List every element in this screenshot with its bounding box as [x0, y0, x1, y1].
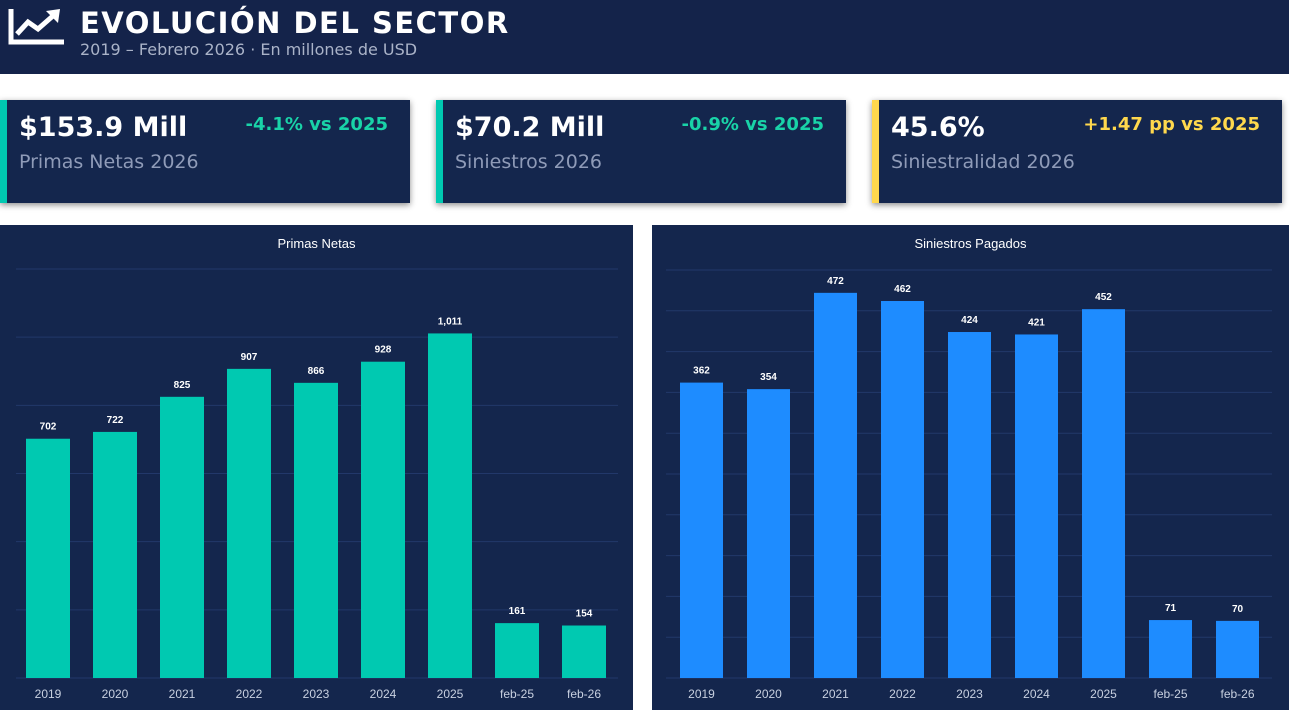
bar-value-label: 362 [693, 366, 710, 377]
kpi-accent-bar [872, 100, 879, 203]
bar-value-label: 452 [1095, 292, 1112, 303]
bar-2021 [160, 396, 204, 678]
bar-2025 [428, 333, 472, 678]
bar-2021 [814, 292, 857, 678]
bar-value-label: 866 [308, 366, 325, 377]
x-tick-label: 2019 [35, 687, 62, 701]
chart-title: Siniestros Pagados [914, 236, 1027, 251]
x-tick-label: 2025 [1090, 687, 1117, 701]
x-tick-label: 2022 [236, 687, 263, 701]
bar-feb-26 [1216, 620, 1259, 678]
bar-2019 [26, 438, 70, 678]
x-tick-label: 2019 [688, 687, 715, 701]
x-tick-label: 2025 [437, 687, 464, 701]
bar-value-label: 421 [1028, 317, 1045, 328]
x-tick-label: feb-25 [500, 687, 534, 701]
kpi-delta: +1.47 pp vs 2025 [1083, 114, 1260, 135]
x-tick-label: 2024 [1023, 687, 1050, 701]
bar-2019 [680, 382, 723, 678]
chart-siniestros-pagados: Siniestros Pagados 362 2019 354 2020 472 2021 4… [652, 225, 1289, 710]
bar-2024 [1015, 334, 1058, 678]
bar-2020 [747, 389, 790, 678]
bar-value-label: 472 [827, 276, 844, 287]
bar-value-label: 825 [174, 380, 191, 391]
bar-value-label: 354 [760, 372, 777, 383]
bar-value-label: 424 [961, 315, 978, 326]
kpi-card-siniestralidad: 45.6% Siniestralidad 2026 +1.47 pp vs 20… [872, 100, 1282, 203]
bar-value-label: 928 [375, 345, 392, 356]
kpi-accent-bar [436, 100, 443, 203]
x-tick-label: 2022 [889, 687, 916, 701]
bar-value-label: 161 [509, 606, 526, 617]
kpi-card-siniestros: $70.2 Mill Siniestros 2026 -0.9% vs 2025 [436, 100, 846, 203]
x-tick-label: 2023 [956, 687, 983, 701]
bar-2023 [294, 382, 338, 678]
kpi-label: Siniestros 2026 [455, 151, 603, 173]
chart-primas-netas: Primas Netas 702 2019 722 2020 825 2021 907 2022… [0, 225, 633, 710]
bar-2022 [227, 368, 271, 678]
page-title: EVOLUCIÓN DEL SECTOR [80, 6, 510, 40]
bar-value-label: 907 [241, 352, 258, 363]
bar-2020 [93, 431, 137, 678]
x-tick-label: 2024 [370, 687, 397, 701]
kpi-label: Primas Netas 2026 [19, 151, 199, 173]
kpi-value: 45.6% [891, 112, 985, 143]
bar-feb-25 [495, 623, 539, 678]
x-tick-label: feb-25 [1153, 687, 1187, 701]
bar-2024 [361, 361, 405, 678]
kpi-accent-bar [0, 100, 7, 203]
bar-value-label: 154 [576, 609, 593, 620]
kpi-card-primas: $153.9 Mill Primas Netas 2026 -4.1% vs 2… [0, 100, 410, 203]
bar-2023 [948, 332, 991, 678]
bar-value-label: 71 [1165, 603, 1177, 614]
bar-value-label: 70 [1232, 604, 1244, 615]
kpi-delta: -0.9% vs 2025 [681, 114, 824, 135]
x-tick-label: 2020 [755, 687, 782, 701]
siniestros-pagados-chart-svg: Siniestros Pagados 362 2019 354 2020 472 2021 4… [666, 236, 1272, 701]
bar-value-label: 702 [40, 422, 57, 433]
x-tick-label: 2021 [822, 687, 849, 701]
x-tick-label: feb-26 [1220, 687, 1254, 701]
kpi-label: Siniestralidad 2026 [891, 151, 1075, 173]
x-tick-label: 2021 [169, 687, 196, 701]
kpi-delta: -4.1% vs 2025 [245, 114, 388, 135]
bar-2022 [881, 301, 924, 678]
kpi-value: $70.2 Mill [455, 112, 605, 143]
trend-chart-icon [8, 9, 64, 45]
chart-title: Primas Netas [277, 236, 356, 251]
bar-value-label: 462 [894, 284, 911, 295]
kpi-value: $153.9 Mill [19, 112, 188, 143]
bar-feb-26 [562, 625, 606, 678]
x-tick-label: 2023 [303, 687, 330, 701]
bar-value-label: 722 [107, 415, 124, 426]
x-tick-label: feb-26 [567, 687, 601, 701]
bar-feb-25 [1149, 620, 1192, 678]
header-bar: EVOLUCIÓN DEL SECTOR 2019 – Febrero 2026… [0, 0, 1289, 74]
x-tick-label: 2020 [102, 687, 129, 701]
bar-value-label: 1,011 [438, 316, 463, 327]
primas-netas-chart-svg: Primas Netas 702 2019 722 2020 825 2021 907 2022… [16, 236, 618, 701]
bar-2025 [1082, 309, 1125, 678]
page-subtitle: 2019 – Febrero 2026 · En millones de USD [80, 40, 418, 59]
